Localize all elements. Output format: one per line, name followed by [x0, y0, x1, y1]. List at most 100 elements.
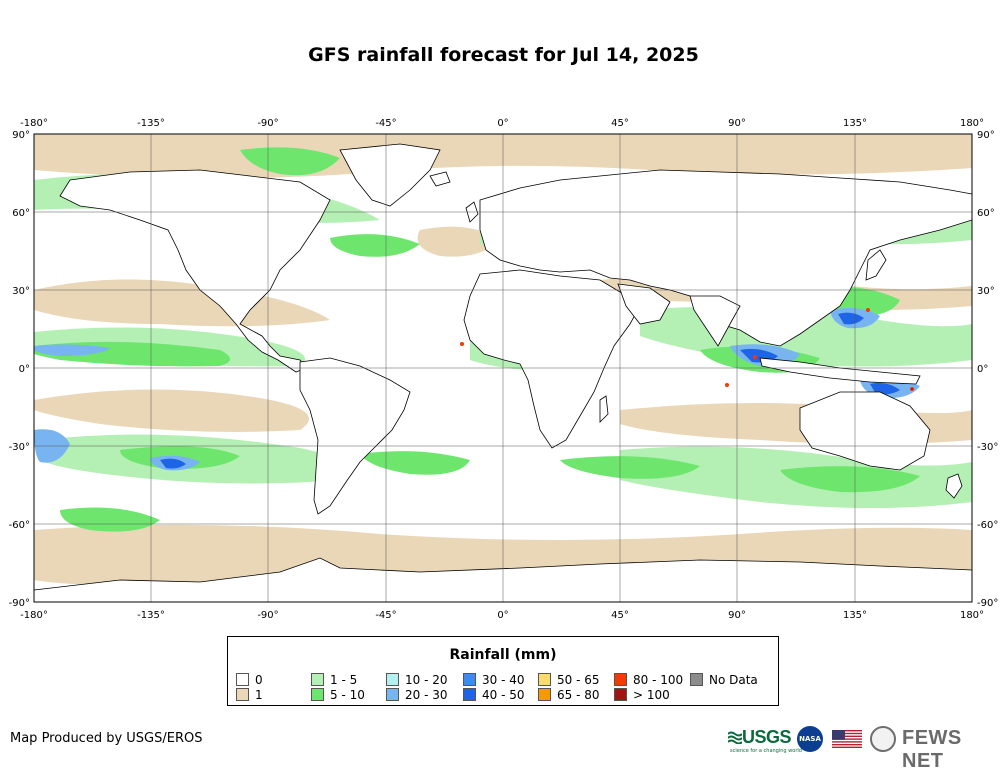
legend-item: > 100 — [614, 688, 670, 702]
map-title: GFS rainfall forecast for Jul 14, 2025 — [308, 44, 699, 66]
legend-swatch — [386, 673, 399, 686]
legend-swatch — [236, 688, 249, 701]
left-tick: 90° — [12, 130, 30, 141]
bottom-axis: -180° -135° -90° -45° 0° 45° 90° 135° 18… — [20, 610, 984, 621]
top-tick: 135° — [843, 118, 867, 129]
top-tick: 45° — [611, 118, 629, 129]
legend-swatch — [538, 673, 551, 686]
left-tick: -30° — [9, 442, 30, 453]
legend-swatch — [311, 688, 324, 701]
usgs-wave-icon — [727, 729, 743, 745]
bottom-tick: 0° — [497, 610, 508, 621]
legend-swatch — [236, 673, 249, 686]
iceland — [429, 171, 451, 187]
legend-item: 50 - 65 — [538, 673, 600, 687]
legend: Rainfall (mm) 0 1 1 - 5 5 - 10 10 - 20 2… — [227, 636, 779, 706]
left-tick: -60° — [9, 520, 30, 531]
left-axis: 90° 60° 30° 0° -30° -60° -90° — [9, 130, 30, 609]
legend-item: 0 — [236, 673, 263, 687]
map-frame — [33, 133, 973, 603]
bottom-tick: 45° — [611, 610, 629, 621]
legend-swatch — [614, 673, 627, 686]
state-department-seal-icon — [870, 726, 896, 752]
left-tick: 60° — [12, 208, 30, 219]
legend-title: Rainfall (mm) — [449, 647, 557, 663]
right-tick: 30° — [977, 286, 995, 297]
top-tick: -45° — [375, 118, 396, 129]
logo-strip: USGS science for a changing world NASA F… — [727, 724, 998, 772]
legend-label: 40 - 50 — [482, 688, 525, 702]
right-tick: -60° — [977, 520, 998, 531]
legend-label: 80 - 100 — [633, 673, 684, 687]
top-axis: -180° -135° -90° -45° 0° 45° 90° 135° 18… — [20, 118, 984, 129]
bottom-tick: 90° — [728, 610, 746, 621]
japan — [865, 249, 887, 281]
usgs-logo[interactable]: USGS science for a changing world — [727, 727, 802, 754]
legend-item: 5 - 10 — [311, 688, 365, 702]
top-tick: 0° — [497, 118, 508, 129]
legend-item: 1 - 5 — [311, 673, 357, 687]
legend-label: 0 — [255, 673, 263, 687]
nasa-logo[interactable]: NASA — [797, 726, 823, 752]
bottom-tick: -45° — [375, 610, 396, 621]
greenland — [339, 143, 441, 207]
legend-swatch — [386, 688, 399, 701]
legend-swatch — [690, 673, 703, 686]
africa — [463, 269, 641, 449]
top-tick: -90° — [257, 118, 278, 129]
legend-item: 65 - 80 — [538, 688, 600, 702]
top-tick: 180° — [960, 118, 984, 129]
arabia — [617, 283, 671, 325]
legend-item: 10 - 20 — [386, 673, 448, 687]
legend-swatch — [463, 688, 476, 701]
legend-label: 1 - 5 — [330, 673, 358, 687]
left-tick: 0° — [19, 364, 30, 375]
usgs-tagline: science for a changing world — [730, 748, 802, 754]
legend-label: 65 - 80 — [557, 688, 600, 702]
legend-item: 1 — [236, 688, 263, 702]
rainfall-map[interactable]: -180° -135° -90° -45° 0° 45° 90° 135° 18… — [0, 110, 1007, 630]
left-tick: 30° — [12, 286, 30, 297]
legend-label: 30 - 40 — [482, 673, 525, 687]
legend-item: 80 - 100 — [614, 673, 683, 687]
right-tick: -30° — [977, 442, 998, 453]
india — [689, 295, 741, 347]
legend-swatch — [311, 673, 324, 686]
legend-item: 30 - 40 — [463, 673, 525, 687]
legend-item: 20 - 30 — [386, 688, 448, 702]
legend-item: No Data — [690, 673, 758, 687]
right-tick: -90° — [977, 598, 998, 609]
right-axis: 90° 60° 30° 0° -30° -60° -90° — [977, 130, 998, 609]
indonesia — [759, 357, 921, 385]
legend-label: 10 - 20 — [405, 673, 448, 687]
top-tick: 90° — [728, 118, 746, 129]
bottom-tick: -135° — [137, 610, 165, 621]
legend-swatch — [463, 673, 476, 686]
map-canvas[interactable]: -180° -135° -90° -45° 0° 45° 90° 135° 18… — [0, 110, 1007, 630]
legend-label: 5 - 10 — [330, 688, 365, 702]
new-zealand — [945, 473, 963, 499]
south-america — [299, 357, 411, 515]
bottom-tick: 135° — [843, 610, 867, 621]
eurasia — [479, 169, 972, 347]
bottom-tick: -180° — [20, 610, 48, 621]
legend-label: 20 - 30 — [405, 688, 448, 702]
legend-item: 40 - 50 — [463, 688, 525, 702]
fews-net-logo[interactable]: FEWS NET — [902, 727, 962, 772]
left-tick: -90° — [9, 598, 30, 609]
graticule — [34, 134, 972, 602]
usgs-wordmark: USGS — [742, 727, 792, 747]
bottom-tick: 180° — [960, 610, 984, 621]
bottom-tick: -90° — [257, 610, 278, 621]
legend-label: > 100 — [633, 688, 670, 702]
right-tick: 0° — [977, 364, 988, 375]
top-tick: -180° — [20, 118, 48, 129]
legend-swatch — [614, 688, 627, 701]
right-tick: 60° — [977, 208, 995, 219]
top-tick: -135° — [137, 118, 165, 129]
australia — [799, 391, 931, 471]
map-credit: Map Produced by USGS/EROS — [10, 731, 203, 746]
madagascar — [599, 395, 609, 423]
legend-label: 1 — [255, 688, 263, 702]
right-tick: 90° — [977, 130, 995, 141]
